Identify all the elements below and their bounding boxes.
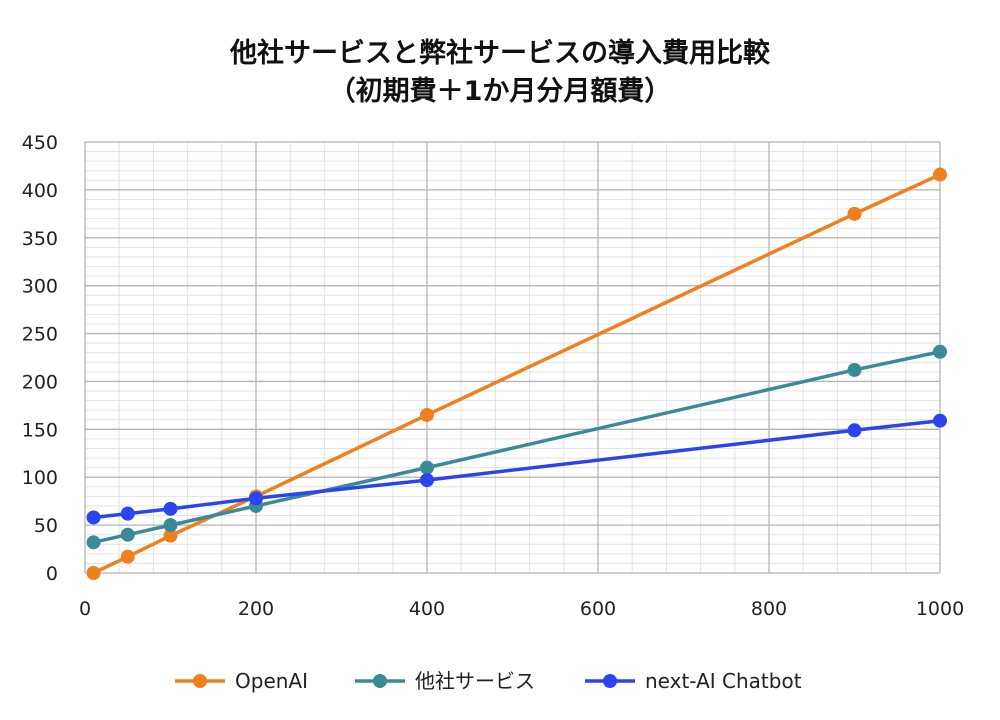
y-axis-ticks: 0 50 100 150 200 250 300 350 400 450 — [22, 132, 58, 585]
data-point — [933, 413, 947, 428]
series-line — [93, 418, 941, 520]
x-tick-label: 1000 — [916, 598, 964, 620]
data-point — [847, 362, 862, 377]
x-tick-label: 800 — [751, 598, 787, 620]
data-point — [86, 566, 101, 580]
y-tick-label: 350 — [22, 228, 58, 250]
x-tick-label: 200 — [238, 598, 274, 620]
legend-marker — [193, 674, 207, 688]
x-tick-label: 0 — [79, 598, 91, 620]
legend-label: next-AI Chatbot — [645, 669, 802, 693]
x-tick-label: 600 — [580, 598, 616, 620]
y-tick-label: 300 — [22, 276, 58, 298]
y-tick-label: 450 — [22, 132, 58, 154]
y-tick-label: 100 — [22, 467, 58, 489]
y-tick-label: 400 — [22, 180, 58, 202]
major-gridlines — [84, 141, 941, 574]
data-point — [163, 518, 178, 533]
legend-label: OpenAI — [235, 669, 308, 693]
data-point — [249, 491, 263, 506]
data-point — [847, 423, 862, 438]
data-point — [847, 206, 862, 221]
y-tick-label: 150 — [22, 419, 58, 441]
data-point — [86, 510, 101, 525]
data-point — [933, 344, 947, 359]
y-tick-label: 250 — [22, 324, 58, 346]
y-tick-label: 50 — [34, 515, 58, 537]
chart-title-line: 他社サービスと弊社サービスの導入費用比較 — [229, 37, 771, 69]
series-line — [93, 350, 941, 545]
series-lines — [92, 172, 941, 575]
y-tick-label: 200 — [22, 371, 58, 393]
data-point — [420, 460, 434, 475]
chart-title-line: （初期費＋1か月分月額費） — [329, 76, 672, 107]
data-point — [163, 501, 178, 516]
series-points — [86, 167, 947, 580]
x-axis-ticks: 0 200 400 600 800 1000 — [79, 598, 964, 620]
x-tick-label: 400 — [409, 598, 445, 620]
data-point — [420, 473, 434, 488]
data-point — [120, 549, 135, 564]
data-point — [163, 528, 178, 543]
data-point — [120, 527, 135, 542]
legend-label: 他社サービス — [415, 669, 535, 693]
chart-title: 他社サービスと弊社サービスの導入費用比較 （初期費＋1か月分月額費） — [229, 37, 771, 107]
legend-marker — [373, 674, 387, 688]
legend-marker — [603, 674, 617, 688]
data-point — [933, 167, 947, 182]
legend: OpenAI 他社サービス next-AI Chatbot — [175, 669, 802, 693]
y-tick-label: 0 — [46, 563, 58, 585]
data-point — [120, 506, 135, 521]
data-point — [86, 535, 101, 550]
minor-gridlines — [84, 141, 941, 574]
data-point — [420, 407, 434, 422]
